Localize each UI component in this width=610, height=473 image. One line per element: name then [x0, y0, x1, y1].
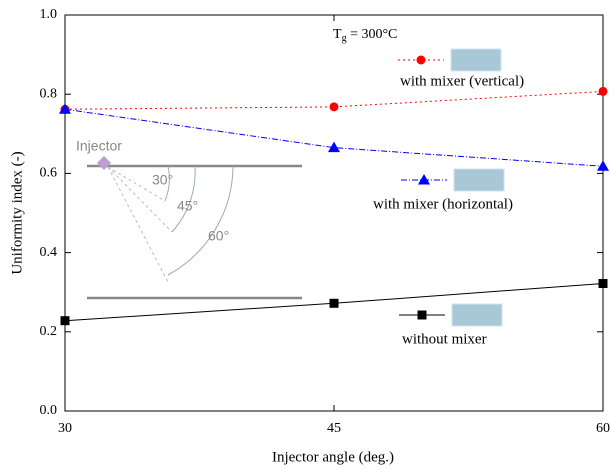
x-axis-label: Injector angle (deg.) — [272, 449, 394, 465]
marker — [599, 87, 608, 96]
y-axis-label: Uniformity index (-) — [9, 151, 25, 274]
legend-label: without mixer — [402, 331, 487, 347]
temperature-text: = 300°C — [347, 27, 398, 42]
y-tick-label: 0.0 — [40, 403, 58, 418]
legend-label: with mixer (vertical) — [400, 73, 524, 89]
legend-label: with mixer (horizontal) — [373, 196, 513, 212]
marker — [330, 299, 339, 308]
temperature-note: Tg = 300°C — [333, 27, 397, 44]
inset-label: 30° — [152, 172, 173, 188]
marker — [417, 56, 426, 65]
marker — [597, 160, 609, 171]
y-tick-label: 0.2 — [40, 324, 58, 339]
inset-label: Injector — [76, 138, 122, 154]
y-tick-label: 0.4 — [40, 245, 58, 260]
inset-arc — [168, 166, 233, 275]
inset-label: 60° — [208, 228, 229, 244]
series-line — [65, 109, 603, 166]
marker — [61, 316, 70, 325]
injector-inset: Injector 30° 45° 60° — [76, 138, 302, 298]
y-tick-label: 1.0 — [40, 7, 58, 22]
marker — [418, 174, 430, 185]
legend-thumbnail — [454, 169, 504, 191]
legend-thumbnail — [452, 304, 502, 326]
x-tick-label: 45 — [327, 421, 341, 436]
x-tick-label: 30 — [58, 421, 72, 436]
marker — [599, 279, 608, 288]
x-tick-label: 60 — [596, 421, 610, 436]
y-tick-label: 0.8 — [40, 86, 58, 101]
chart: Injector angle (deg.) Uniformity index (… — [0, 0, 610, 468]
y-tick-label: 0.6 — [40, 166, 58, 181]
inset-label: 45° — [177, 198, 198, 214]
legend-thumbnail — [451, 49, 501, 71]
marker — [418, 311, 427, 320]
marker — [330, 102, 339, 111]
